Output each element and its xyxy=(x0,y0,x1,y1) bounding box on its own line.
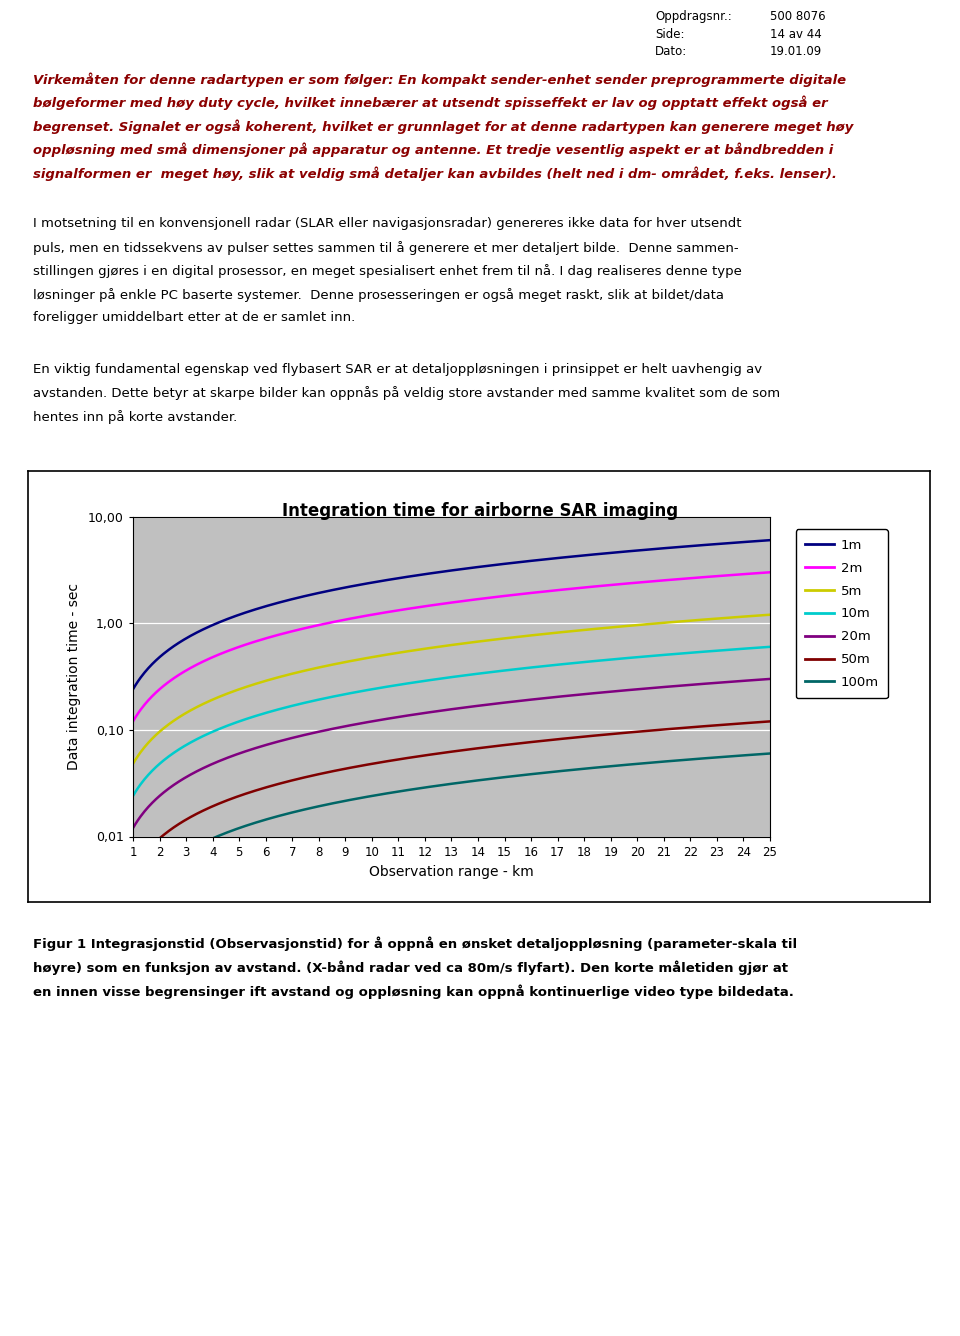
Text: puls, men en tidssekvens av pulser settes sammen til å generere et mer detaljert: puls, men en tidssekvens av pulser sette… xyxy=(33,240,738,255)
1m xyxy=(430,565,442,581)
100m xyxy=(649,755,660,771)
20m xyxy=(434,703,445,719)
10m xyxy=(764,639,776,655)
Text: oppløsning med små dimensjoner på apparatur og antenne. Et tredje vesentlig aspe: oppløsning med små dimensjoner på appara… xyxy=(33,143,833,158)
5m xyxy=(764,607,776,623)
Line: 1m: 1m xyxy=(133,540,770,689)
50m xyxy=(430,745,442,762)
50m xyxy=(472,740,484,756)
Line: 10m: 10m xyxy=(133,647,770,796)
2m xyxy=(430,597,442,613)
Y-axis label: Data integration time - sec: Data integration time - sec xyxy=(67,582,82,770)
Text: Side:: Side: xyxy=(655,28,684,40)
Line: 20m: 20m xyxy=(133,679,770,828)
2m xyxy=(434,596,445,612)
5m xyxy=(749,608,760,624)
20m xyxy=(472,697,484,713)
10m xyxy=(430,671,442,687)
1m xyxy=(472,558,484,574)
100m xyxy=(128,895,139,911)
2m xyxy=(749,565,760,581)
2m xyxy=(649,573,660,589)
Legend: 1m, 2m, 5m, 10m, 20m, 50m, 100m: 1m, 2m, 5m, 10m, 20m, 50m, 100m xyxy=(796,529,888,699)
50m xyxy=(128,863,139,879)
50m xyxy=(649,723,660,739)
Text: Dato:: Dato: xyxy=(655,45,687,57)
1m xyxy=(506,554,517,570)
10m xyxy=(506,661,517,677)
1m xyxy=(128,681,139,697)
Text: 14 av 44: 14 av 44 xyxy=(770,28,822,40)
Text: høyre) som en funksjon av avstand. (X-bånd radar ved ca 80m/s flyfart). Den kort: høyre) som en funksjon av avstand. (X-bå… xyxy=(33,961,788,975)
5m xyxy=(434,639,445,655)
2m xyxy=(764,564,776,580)
Text: hentes inn på korte avstander.: hentes inn på korte avstander. xyxy=(33,410,237,424)
Text: foreligger umiddelbart etter at de er samlet inn.: foreligger umiddelbart etter at de er sa… xyxy=(33,311,355,325)
Text: signalformen er  meget høy, slik at veldig små detaljer kan avbildes (helt ned i: signalformen er meget høy, slik at veldi… xyxy=(33,166,837,180)
Text: bølgeformer med høy duty cycle, hvilket innebærer at utsendt spisseffekt er lav : bølgeformer med høy duty cycle, hvilket … xyxy=(33,95,828,110)
10m xyxy=(649,648,660,664)
1m xyxy=(434,564,445,580)
Text: stillingen gjøres i en digital prosessor, en meget spesialisert enhet frem til n: stillingen gjøres i en digital prosessor… xyxy=(33,265,742,278)
20m xyxy=(430,704,442,720)
1m xyxy=(764,532,776,548)
50m xyxy=(434,745,445,762)
100m xyxy=(434,778,445,794)
100m xyxy=(506,768,517,784)
Text: Oppdragsnr.:: Oppdragsnr.: xyxy=(655,9,732,23)
10m xyxy=(749,640,760,656)
5m xyxy=(472,633,484,649)
100m xyxy=(472,772,484,788)
Text: 500 8076: 500 8076 xyxy=(770,9,826,23)
Line: 2m: 2m xyxy=(133,572,770,721)
Line: 100m: 100m xyxy=(133,754,770,903)
Text: Integration time for airborne SAR imaging: Integration time for airborne SAR imagin… xyxy=(282,501,678,520)
5m xyxy=(649,616,660,632)
Text: En viktig fundamental egenskap ved flybasert SAR er at detaljoppløsningen i prin: En viktig fundamental egenskap ved flyba… xyxy=(33,363,762,375)
5m xyxy=(128,756,139,772)
Line: 50m: 50m xyxy=(133,721,770,871)
20m xyxy=(506,693,517,709)
20m xyxy=(749,672,760,688)
10m xyxy=(128,788,139,804)
100m xyxy=(749,747,760,763)
20m xyxy=(128,820,139,836)
2m xyxy=(128,713,139,729)
5m xyxy=(506,629,517,645)
Line: 5m: 5m xyxy=(133,615,770,764)
100m xyxy=(430,778,442,794)
50m xyxy=(764,713,776,729)
10m xyxy=(434,671,445,687)
20m xyxy=(649,680,660,696)
Text: en innen visse begrensinger ift avstand og oppløsning kan oppnå kontinuerlige vi: en innen visse begrensinger ift avstand … xyxy=(33,985,794,999)
5m xyxy=(430,639,442,655)
2m xyxy=(472,591,484,607)
Text: avstanden. Dette betyr at skarpe bilder kan oppnås på veldig store avstander med: avstanden. Dette betyr at skarpe bilder … xyxy=(33,386,780,401)
Text: begrenset. Signalet er også koherent, hvilket er grunnlaget for at denne radarty: begrenset. Signalet er også koherent, hv… xyxy=(33,119,853,134)
100m xyxy=(764,745,776,762)
X-axis label: Observation range - km: Observation range - km xyxy=(370,866,534,879)
10m xyxy=(472,665,484,681)
1m xyxy=(649,541,660,557)
Text: Figur 1 Integrasjonstid (Observasjonstid) for å oppnå en ønsket detaljoppløsning: Figur 1 Integrasjonstid (Observasjonstid… xyxy=(33,937,797,951)
50m xyxy=(749,715,760,731)
Text: løsninger på enkle PC baserte systemer.  Denne prosesseringen er også meget rask: løsninger på enkle PC baserte systemer. … xyxy=(33,289,724,302)
50m xyxy=(506,736,517,752)
Text: 19.01.09: 19.01.09 xyxy=(770,45,823,57)
1m xyxy=(749,533,760,549)
Text: I motsetning til en konvensjonell radar (SLAR eller navigasjonsradar) genereres : I motsetning til en konvensjonell radar … xyxy=(33,218,741,231)
Text: Virkemåten for denne radartypen er som følger: En kompakt sender-enhet sender pr: Virkemåten for denne radartypen er som f… xyxy=(33,72,846,87)
2m xyxy=(506,587,517,603)
20m xyxy=(764,671,776,687)
